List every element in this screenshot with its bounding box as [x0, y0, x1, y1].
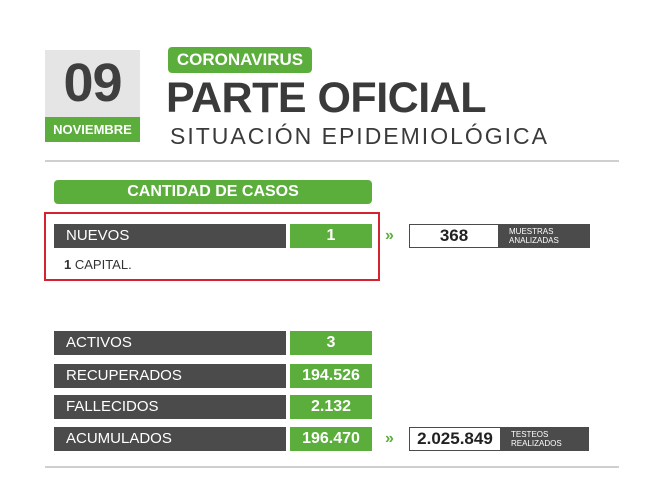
testeos-label-line2: REALIZADOS [511, 439, 562, 448]
recuperados-label: RECUPERADOS [54, 364, 286, 388]
section-title: CANTIDAD DE CASOS [54, 180, 372, 204]
page-title: PARTE OFICIAL [166, 74, 486, 122]
double-chevron-right-icon: » [385, 227, 394, 244]
muestras-label-line2: ANALIZADAS [509, 236, 559, 245]
nuevos-note: 1 CAPITAL. [64, 256, 132, 274]
nuevos-value: 1 [290, 224, 372, 248]
date-month: NOVIEMBRE [45, 117, 140, 142]
muestras-value: 368 [409, 224, 499, 248]
fallecidos-value: 2.132 [290, 395, 372, 419]
page-subtitle: SITUACIÓN EPIDEMIOLÓGICA [170, 123, 549, 149]
activos-value: 3 [290, 331, 372, 355]
testeos-value: 2.025.849 [409, 427, 501, 451]
acumulados-label: ACUMULADOS [54, 427, 286, 451]
muestras-label: MUESTRAS ANALIZADAS [499, 224, 590, 248]
muestras-label-line1: MUESTRAS [509, 227, 554, 236]
coronavirus-tag: CORONAVIRUS [168, 47, 312, 73]
testeos-label-line1: TESTEOS [511, 430, 549, 439]
date-day: 09 [63, 53, 122, 113]
acumulados-value: 196.470 [290, 427, 372, 451]
double-chevron-right-icon: » [385, 430, 394, 447]
bottom-divider [45, 466, 619, 468]
nuevos-note-count: 1 [64, 257, 72, 272]
nuevos-highlight-frame [44, 212, 380, 281]
nuevos-note-place: CAPITAL. [74, 257, 132, 272]
recuperados-value: 194.526 [290, 364, 372, 388]
testeos-label: TESTEOS REALIZADOS [501, 427, 589, 451]
top-divider [45, 160, 619, 162]
activos-label: ACTIVOS [54, 331, 286, 355]
nuevos-label: NUEVOS [54, 224, 286, 248]
fallecidos-label: FALLECIDOS [54, 395, 286, 419]
